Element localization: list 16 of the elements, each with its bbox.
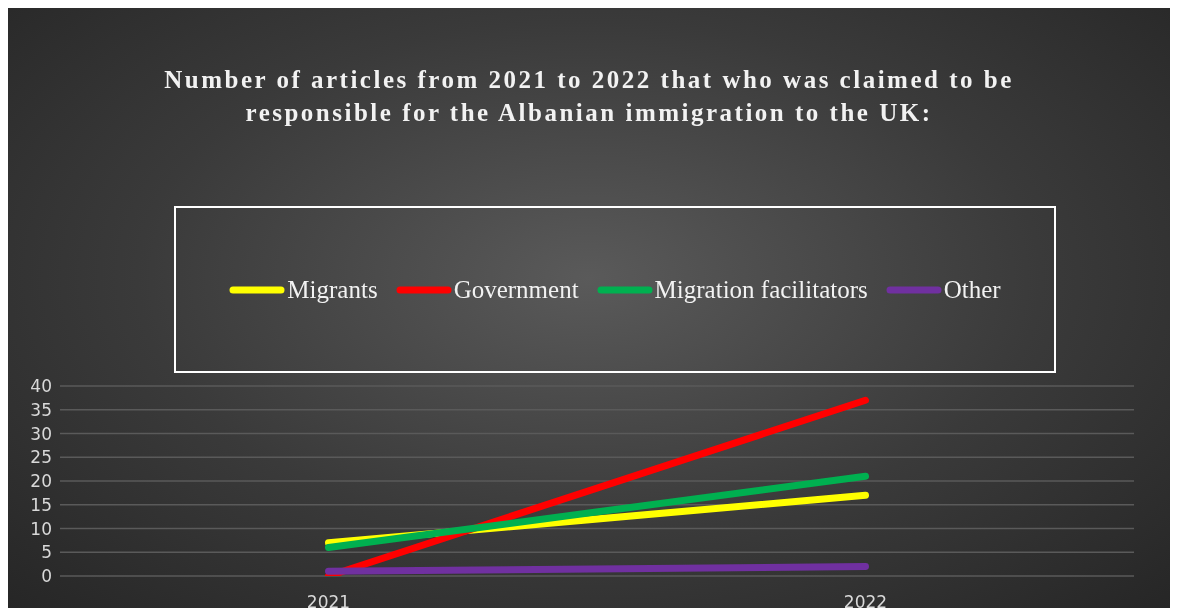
x-tick-label: 2021 [306,592,351,613]
y-tick-label: 15 [30,494,52,515]
y-tick-label: 25 [30,447,52,468]
legend-label: Migration facilitators [654,275,868,304]
y-tick-label: 0 [41,566,52,587]
y-tick-label: 40 [30,376,52,397]
legend-label: Other [943,275,1001,304]
y-tick-label: 10 [30,518,52,539]
legend-label: Migrants [287,275,378,304]
y-tick-label: 5 [41,542,52,563]
legend-label: Government [453,275,579,304]
x-tick-label: 2022 [843,592,888,613]
y-tick-label: 30 [30,423,52,444]
y-tick-label: 35 [30,399,52,420]
y-tick-label: 20 [30,471,52,492]
chart-title: Number of articles from 2021 to 2022 that who was claimed to be responsible for the Albanian immigration to the UK: [163,65,1015,128]
